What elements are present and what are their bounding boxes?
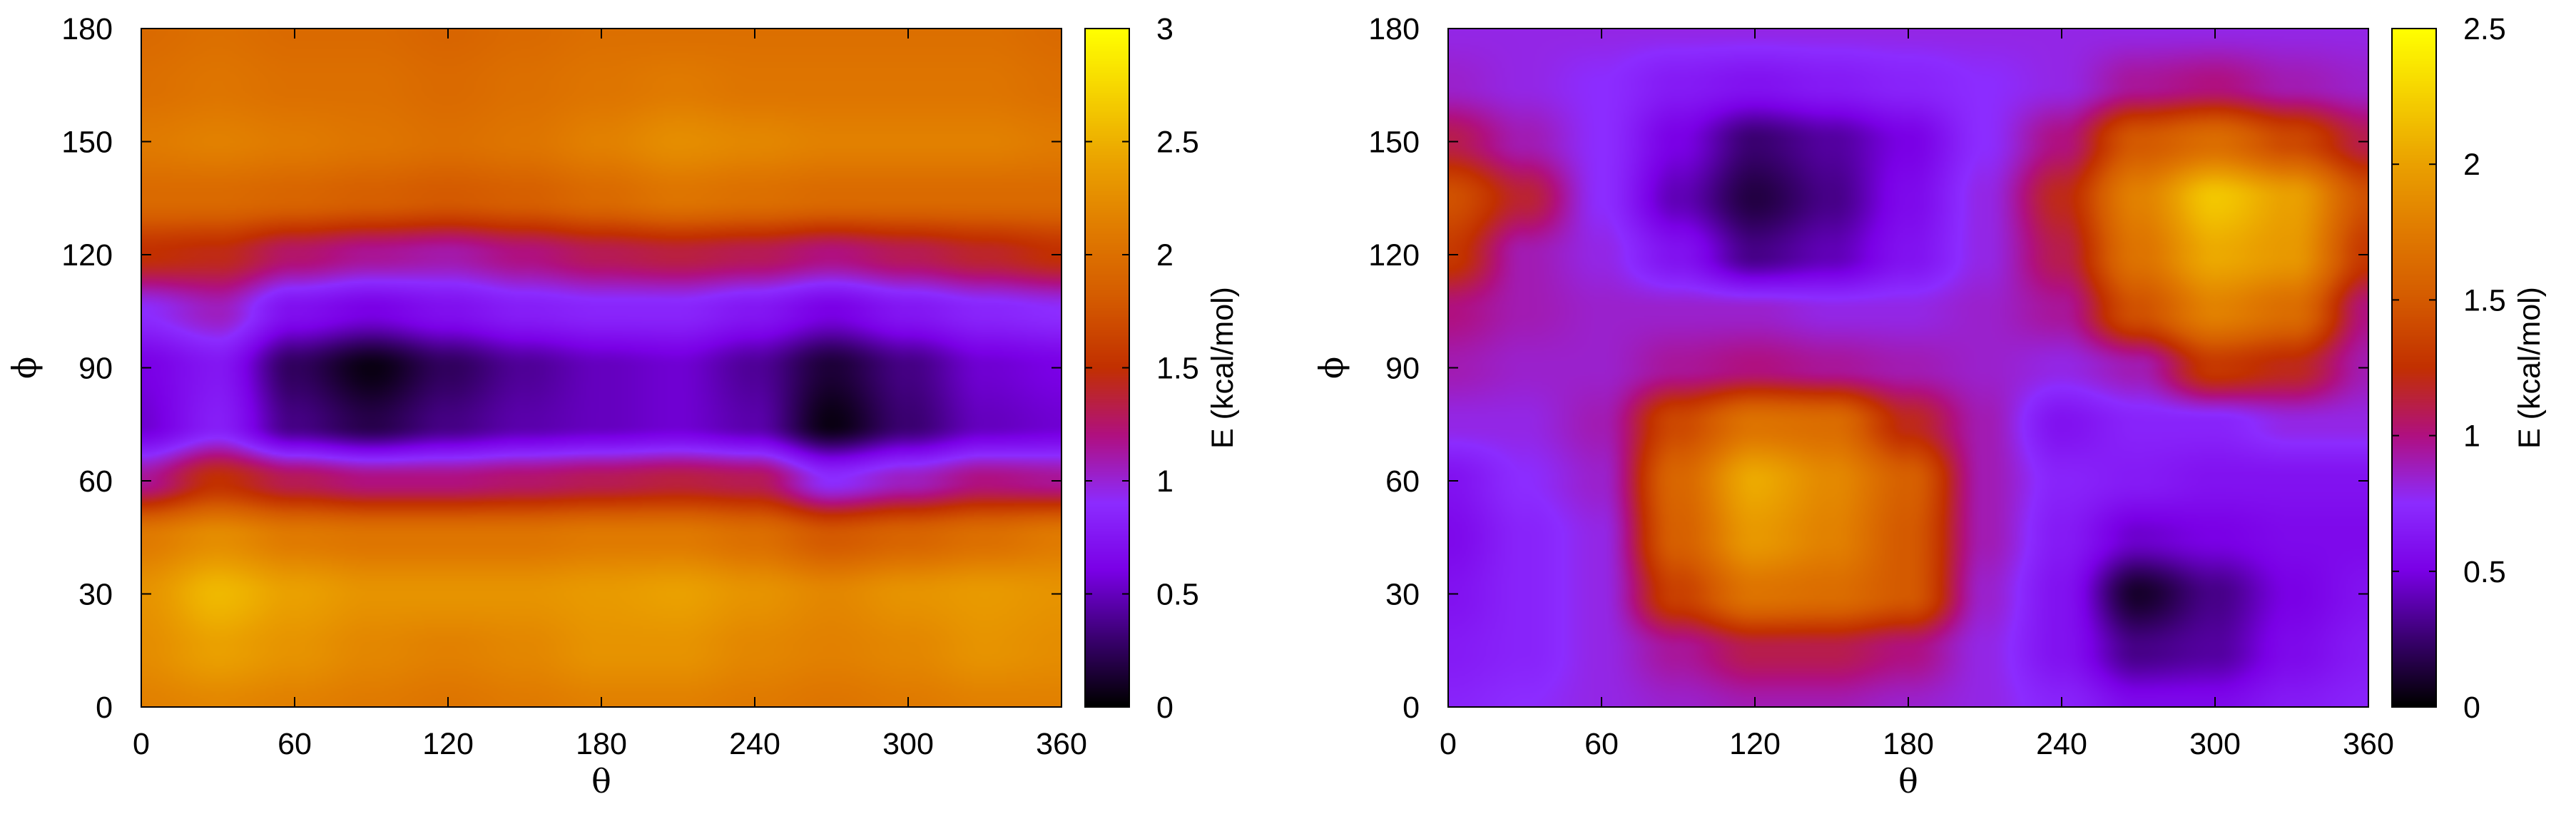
colorbar-tick-label-right: 1.5	[2463, 283, 2506, 317]
x-axis-label-left: θ	[591, 762, 611, 800]
y-tick-label-left: 120	[61, 238, 113, 273]
colorbar-tick-label-left: 2.5	[1156, 126, 1199, 160]
y-tick-label-right: 180	[1368, 12, 1420, 46]
x-tick-label-right: 240	[2036, 727, 2087, 761]
x-tick-label-right: 360	[2343, 727, 2394, 761]
y-tick-label-right: 120	[1368, 238, 1420, 273]
y-tick-label-left: 90	[78, 352, 113, 386]
colorbar-tick-label-right: 2.5	[2463, 12, 2506, 46]
x-tick-label-left: 360	[1036, 727, 1087, 761]
colorbar-tick-label-left: 0.5	[1156, 578, 1199, 612]
y-tick-label-right: 30	[1385, 578, 1420, 612]
y-axis-label-right: ϕ	[1312, 357, 1350, 379]
x-tick-label-left: 60	[278, 727, 312, 761]
colorbar-label-right: E (kcal/mol)	[2513, 287, 2547, 449]
colorbar-tick-label-left: 0	[1156, 691, 1174, 725]
x-tick-label-right: 180	[1883, 727, 1934, 761]
colorbar-right-gradient	[2392, 29, 2436, 707]
colorbar-tick-label-left: 1.5	[1156, 352, 1199, 386]
y-axis-label-left: ϕ	[5, 357, 44, 379]
x-tick-label-left: 180	[576, 727, 627, 761]
x-tick-label-left: 120	[422, 727, 474, 761]
colorbar-label-left: E (kcal/mol)	[1206, 287, 1240, 449]
x-tick-label-right: 60	[1584, 727, 1619, 761]
y-tick-label-left: 180	[61, 12, 113, 46]
x-tick-label-left: 0	[133, 727, 150, 761]
y-tick-label-left: 150	[61, 126, 113, 160]
y-tick-label-left: 60	[78, 464, 113, 499]
plot-frame-left	[141, 28, 1062, 708]
colorbar-tick-label-right: 1	[2463, 419, 2480, 454]
colorbar-frame-right	[2391, 28, 2437, 708]
colorbar-tick-label-right: 0.5	[2463, 555, 2506, 589]
y-tick-label-right: 150	[1368, 126, 1420, 160]
x-tick-label-right: 0	[1440, 727, 1457, 761]
y-tick-label-right: 90	[1385, 352, 1420, 386]
y-tick-label-left: 30	[78, 578, 113, 612]
x-axis-label-right: θ	[1898, 762, 1918, 800]
x-tick-label-right: 120	[1729, 727, 1781, 761]
x-tick-label-left: 300	[882, 727, 934, 761]
colorbar-left-gradient	[1085, 29, 1129, 707]
colorbar-tick-label-left: 1	[1156, 464, 1174, 499]
heatmap-left-surface	[141, 29, 1062, 707]
y-tick-label-right: 60	[1385, 464, 1420, 499]
heatmap-right-surface	[1448, 29, 2368, 707]
colorbar-tick-label-left: 2	[1156, 238, 1174, 273]
x-tick-label-right: 300	[2189, 727, 2241, 761]
colorbar-tick-label-left: 3	[1156, 12, 1174, 46]
colorbar-tick-label-right: 2	[2463, 148, 2480, 182]
plot-frame-right	[1447, 28, 2369, 708]
y-tick-label-right: 0	[1402, 691, 1420, 725]
y-tick-label-left: 0	[96, 691, 113, 725]
x-tick-label-left: 240	[729, 727, 780, 761]
colorbar-tick-label-right: 0	[2463, 691, 2480, 725]
